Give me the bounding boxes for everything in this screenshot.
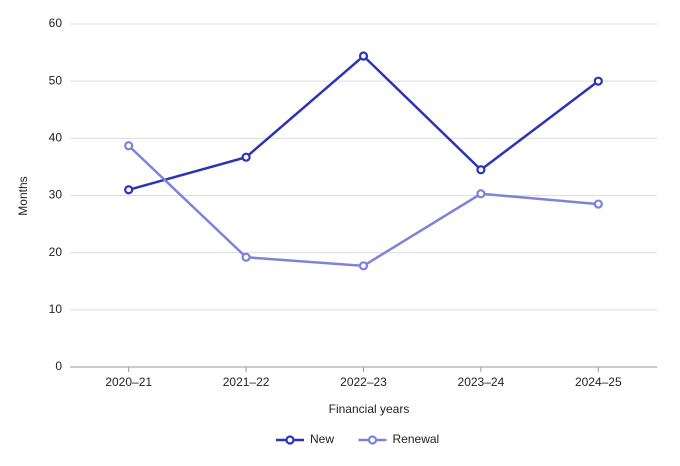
legend-marker [367, 435, 378, 445]
legend-label: Renewal [393, 432, 440, 446]
data-point [593, 199, 603, 209]
series-line [127, 144, 599, 268]
data-point [593, 76, 603, 86]
data-point [124, 141, 134, 151]
x-tick-label: 2022–23 [340, 375, 387, 389]
data-point [476, 165, 486, 175]
data-point [358, 51, 369, 61]
legend-marker [285, 435, 295, 445]
legend-label: New [310, 432, 334, 446]
y-axis-label: Months [16, 176, 30, 215]
x-tick-label: 2023–24 [458, 375, 505, 389]
data-point [241, 252, 251, 262]
data-point [241, 152, 251, 162]
x-tick-label: 2020–21 [105, 375, 152, 389]
y-tick-label: 10 [49, 302, 63, 316]
y-tick-label: 60 [49, 16, 63, 30]
data-point [124, 185, 134, 195]
y-tick-label: 30 [49, 188, 63, 202]
data-point [358, 261, 369, 271]
data-point [476, 189, 486, 199]
y-tick-label: 40 [49, 131, 63, 145]
y-tick-label: 20 [49, 245, 63, 259]
series-line [128, 54, 600, 191]
y-tick-label: 0 [55, 359, 62, 373]
x-axis-label: Financial years [329, 402, 410, 416]
x-tick-label: 2021–22 [223, 375, 270, 389]
y-tick-label: 50 [49, 73, 63, 87]
x-tick-label: 2024–25 [575, 375, 622, 389]
